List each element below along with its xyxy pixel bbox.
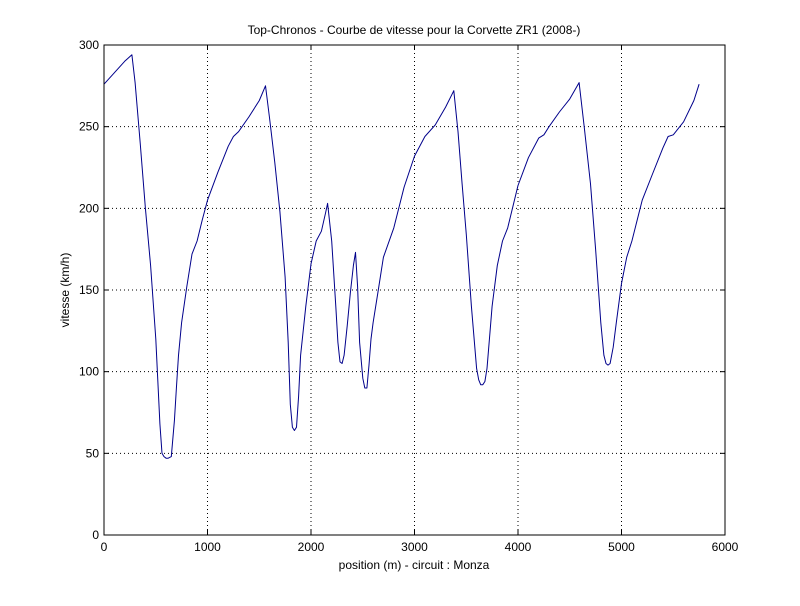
x-tick-label: 4000 [505, 540, 532, 554]
x-tick-label: 0 [101, 540, 108, 554]
chart-title: Top-Chronos - Courbe de vitesse pour la … [248, 23, 581, 37]
x-tick-label: 6000 [712, 540, 739, 554]
x-tick-label: 5000 [608, 540, 635, 554]
y-tick-label: 0 [92, 528, 99, 542]
y-tick-label: 50 [86, 446, 100, 460]
y-tick-label: 300 [79, 38, 99, 52]
y-tick-labels: 0 50 100 150 200 250 300 [79, 38, 99, 542]
y-tick-label: 250 [79, 120, 99, 134]
grid [104, 45, 725, 535]
series-line-0 [103, 54, 700, 459]
y-tick-label: 150 [79, 283, 99, 297]
y-tick-label: 200 [79, 201, 99, 215]
x-axis-label: position (m) - circuit : Monza [339, 558, 490, 572]
ticks [103, 44, 726, 536]
y-tick-label: 100 [79, 365, 99, 379]
x-tick-label: 2000 [298, 540, 325, 554]
series-layer [103, 54, 700, 459]
x-tick-label: 1000 [194, 540, 221, 554]
x-tick-labels: 0 1000 2000 3000 4000 5000 6000 [101, 540, 739, 554]
x-tick-label: 3000 [401, 540, 428, 554]
y-axis-label: vitesse (km/h) [58, 253, 72, 328]
